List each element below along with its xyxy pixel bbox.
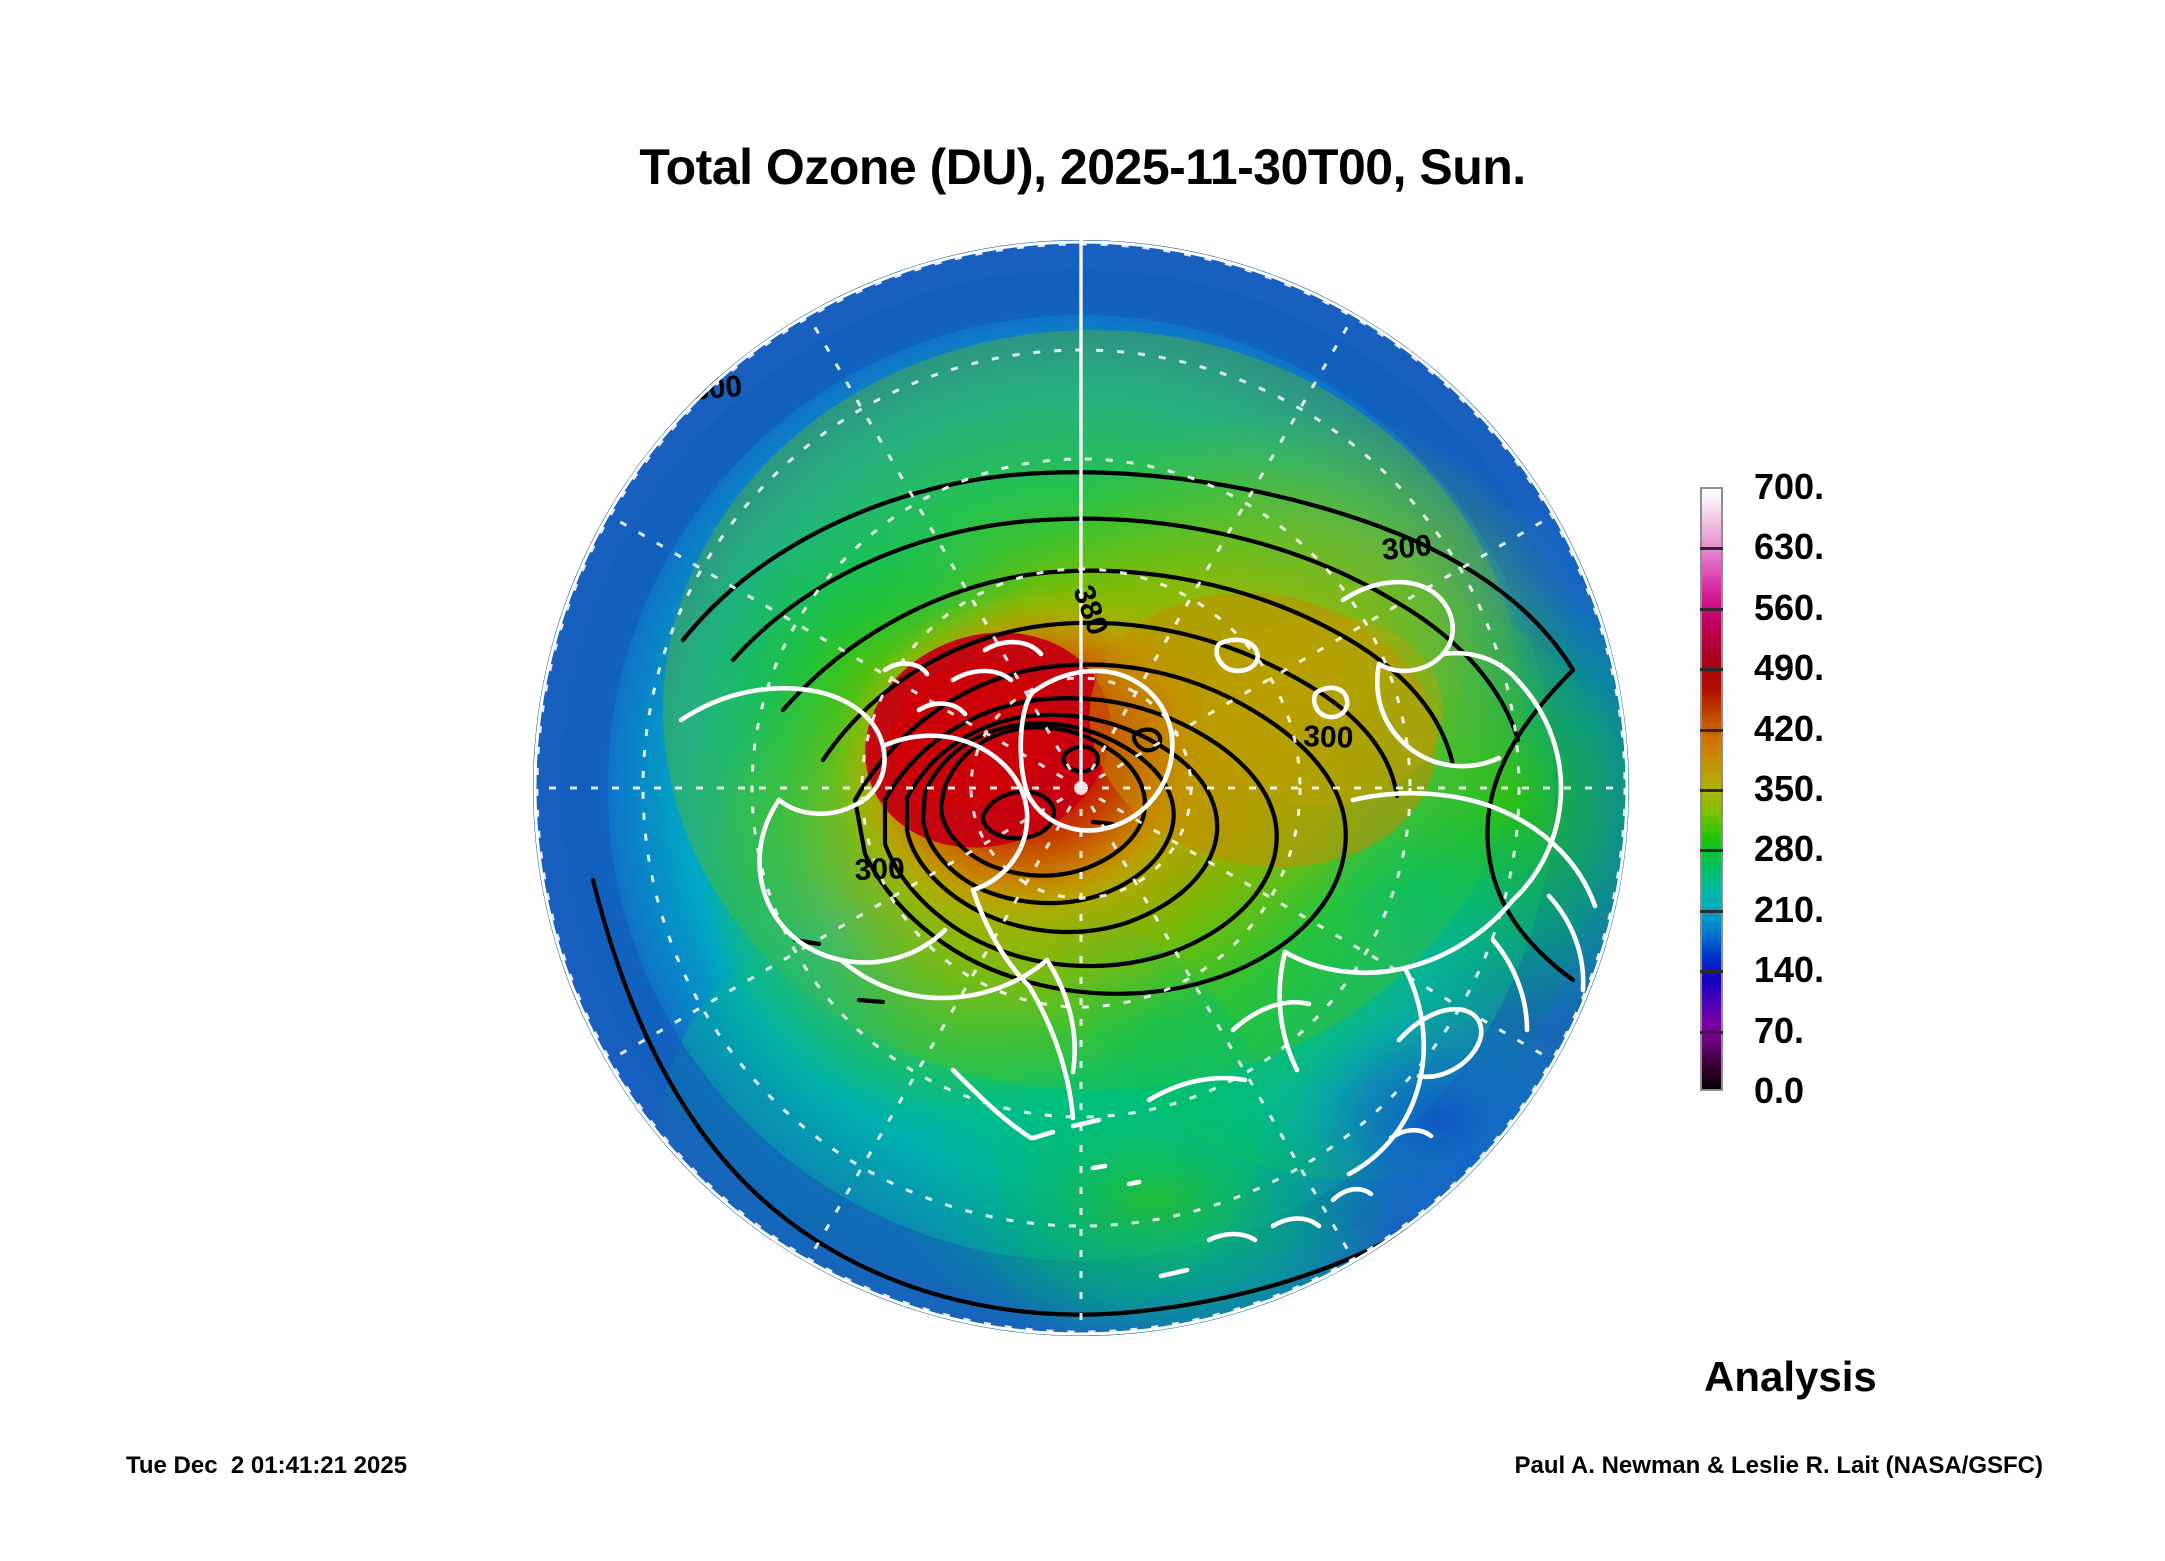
contour-label: 460 <box>534 420 577 476</box>
contour-label: 300 <box>814 240 868 277</box>
contour-label: 300 <box>691 370 744 407</box>
ozone-field-svg: 300 460 380 340 300 380 <box>533 240 1629 1336</box>
colorbar-label-0: 0.0 <box>1754 1070 1805 1111</box>
colorbar-label-490: 490. <box>1754 647 1825 689</box>
analysis-label: Analysis <box>1704 1353 1877 1400</box>
colorbar-label-140: 140. <box>1754 949 1825 991</box>
generation-timestamp: Tue Dec 2 01:41:21 2025 <box>126 1452 408 1479</box>
colorbar-label-630: 630. <box>1754 526 1825 568</box>
contour-label: 300 <box>854 852 905 887</box>
colorbar-tick <box>1700 607 1723 611</box>
contour-label: 300 <box>1380 529 1433 567</box>
author-credit: Paul A. Newman & Leslie R. Lait (NASA/GS… <box>1514 1452 2043 1479</box>
colorbar-tick <box>1700 1030 1723 1034</box>
colorbar-tick <box>1700 668 1723 672</box>
contour-label: 300 <box>1303 720 1354 755</box>
colorbar-tick <box>1700 789 1723 792</box>
colorbar[interactable]: 700. 630. 560. 490. 420. 350. 280. 210. … <box>1700 466 2030 1111</box>
colorbar-tick <box>1700 728 1723 732</box>
colorbar-label-70: 70. <box>1754 1009 1805 1051</box>
colorbar-label-350: 350. <box>1754 768 1825 809</box>
colorbar-label-280: 280. <box>1754 828 1825 870</box>
page-title: Total Ozone (DU), 2025-11-30T00, Sun. <box>639 139 1526 195</box>
colorbar-label-700: 700. <box>1754 466 1825 507</box>
contour-label: 380 <box>533 476 570 532</box>
colorbar-tick <box>1700 909 1723 913</box>
colorbar-label-210: 210. <box>1754 888 1825 930</box>
map-boundary-circle <box>533 240 1629 1336</box>
polar-ozone-map[interactable]: 300 460 380 340 300 380 <box>533 240 1629 1336</box>
contour-label: 340 <box>542 456 585 512</box>
colorbar-label-560: 560. <box>1754 586 1825 628</box>
colorbar-tick <box>1700 547 1723 551</box>
colorbar-tick <box>1700 849 1723 853</box>
colorbar-tick <box>1700 970 1723 974</box>
map-disc: 300 460 380 340 300 380 <box>533 240 1629 1336</box>
colorbar-label-420: 420. <box>1754 707 1825 749</box>
